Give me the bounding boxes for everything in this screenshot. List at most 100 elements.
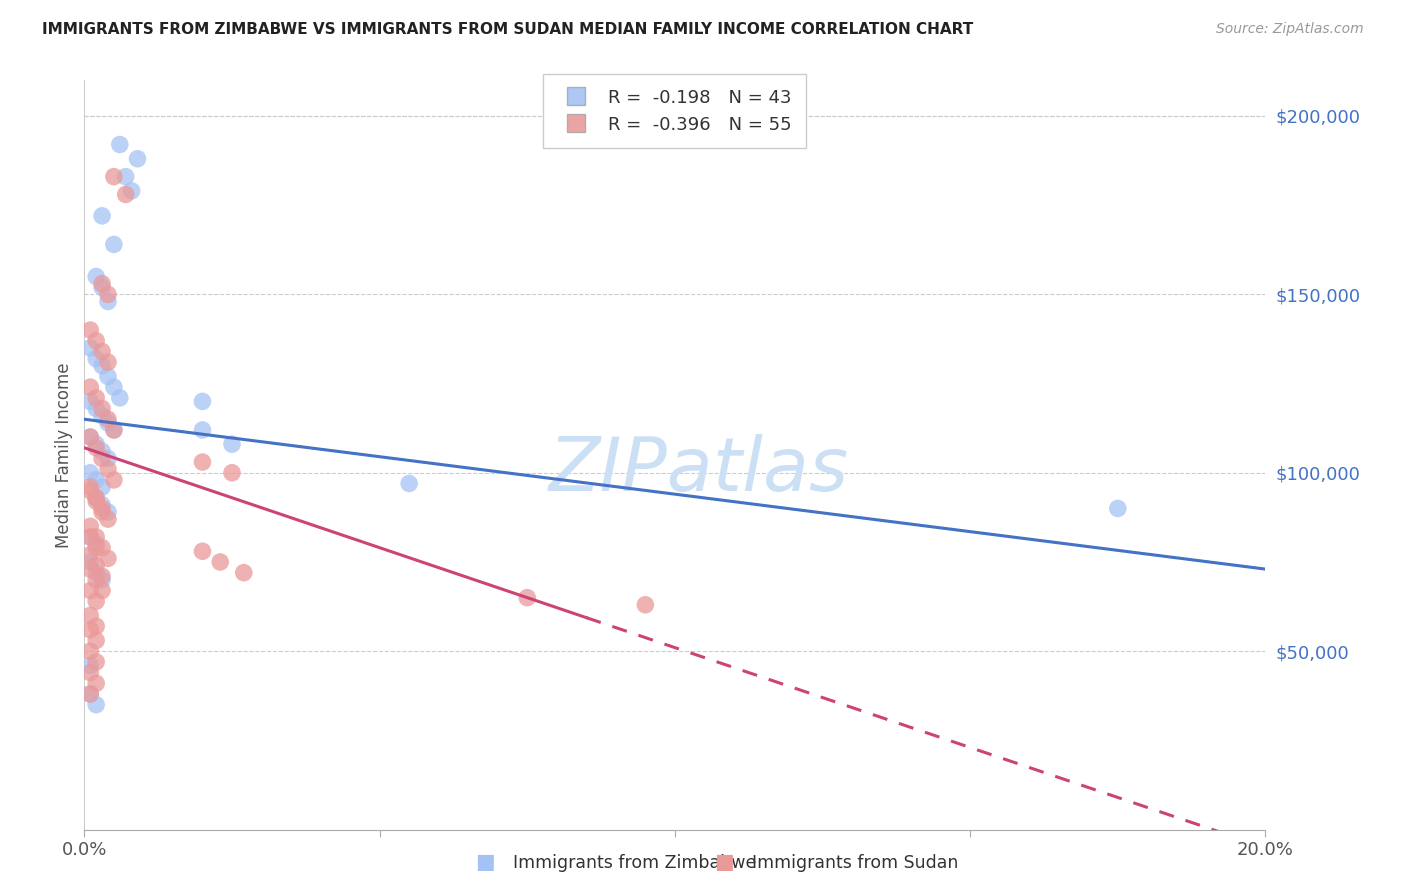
Point (84, 391, 107, 405)
Point (84, 573, 107, 587)
Point (191, 423, 214, 437)
Point (221, 437, 243, 451)
Y-axis label: Median Family Income: Median Family Income (55, 362, 73, 548)
Point (91, 401, 114, 416)
Point (79, 430, 101, 444)
Point (84, 619, 107, 633)
Point (634, 598, 657, 612)
Point (91, 501, 114, 516)
Point (209, 555, 232, 569)
Point (91, 359, 114, 373)
Text: Immigrants from Sudan: Immigrants from Sudan (752, 855, 959, 872)
Point (79, 665, 101, 680)
Point (84, 269, 107, 284)
Point (84, 537, 107, 551)
Point (191, 544, 214, 558)
Point (97, 512, 120, 526)
Point (97, 412, 120, 426)
Point (84, 494, 107, 508)
Point (232, 566, 254, 580)
Point (84, 676, 107, 690)
Point (127, 152, 149, 166)
Point (108, 391, 131, 405)
Text: ■: ■ (714, 853, 734, 872)
Point (79, 530, 101, 544)
Text: ZIPatlas: ZIPatlas (548, 434, 849, 506)
Point (97, 505, 120, 519)
Point (114, 169, 136, 184)
Point (97, 287, 120, 301)
Point (79, 687, 101, 701)
Point (91, 573, 114, 587)
Point (103, 473, 125, 487)
Point (84, 655, 107, 669)
Point (84, 698, 107, 712)
Point (79, 530, 101, 544)
Point (79, 519, 101, 533)
Point (84, 437, 107, 451)
Point (79, 394, 101, 409)
Point (221, 466, 243, 480)
Point (79, 483, 101, 498)
Point (84, 558, 107, 573)
Point (79, 466, 101, 480)
Point (84, 334, 107, 348)
Point (91, 569, 114, 583)
Point (91, 444, 114, 458)
Point (84, 594, 107, 608)
Point (84, 401, 107, 416)
Point (79, 555, 101, 569)
Point (103, 423, 125, 437)
Point (79, 583, 101, 598)
Point (103, 237, 125, 252)
Text: Source: ZipAtlas.com: Source: ZipAtlas.com (1216, 22, 1364, 37)
Point (114, 187, 136, 202)
Point (79, 644, 101, 658)
Point (103, 380, 125, 394)
Point (516, 591, 538, 605)
Point (79, 430, 101, 444)
Point (79, 380, 101, 394)
Point (191, 455, 214, 469)
Point (79, 341, 101, 355)
Point (103, 169, 125, 184)
Point (103, 423, 125, 437)
Point (91, 451, 114, 466)
Text: Immigrants from Zimbabwe: Immigrants from Zimbabwe (513, 855, 756, 872)
Legend: R =  -0.198 N = 43, R =  -0.396 N = 55: R = -0.198 N = 43, R = -0.396 N = 55 (543, 74, 807, 148)
Point (84, 566, 107, 580)
Point (79, 608, 101, 623)
Text: IMMIGRANTS FROM ZIMBABWE VS IMMIGRANTS FROM SUDAN MEDIAN FAMILY INCOME CORRELATI: IMMIGRANTS FROM ZIMBABWE VS IMMIGRANTS F… (42, 22, 973, 37)
Point (84, 530, 107, 544)
Point (84, 633, 107, 648)
Point (97, 451, 120, 466)
Point (1107, 501, 1129, 516)
Point (91, 541, 114, 555)
Point (398, 476, 420, 491)
Point (79, 480, 101, 494)
Point (84, 491, 107, 505)
Point (91, 505, 114, 519)
Point (84, 541, 107, 555)
Point (79, 687, 101, 701)
Point (91, 280, 114, 294)
Point (97, 462, 120, 476)
Text: ■: ■ (475, 853, 495, 872)
Point (91, 209, 114, 223)
Point (191, 394, 214, 409)
Point (97, 294, 120, 309)
Point (84, 491, 107, 505)
Point (84, 351, 107, 366)
Point (91, 583, 114, 598)
Point (79, 658, 101, 673)
Point (79, 323, 101, 337)
Point (97, 369, 120, 384)
Point (91, 344, 114, 359)
Point (91, 277, 114, 291)
Point (84, 473, 107, 487)
Point (97, 416, 120, 430)
Point (79, 548, 101, 562)
Point (121, 184, 143, 198)
Point (108, 137, 131, 152)
Point (79, 623, 101, 637)
